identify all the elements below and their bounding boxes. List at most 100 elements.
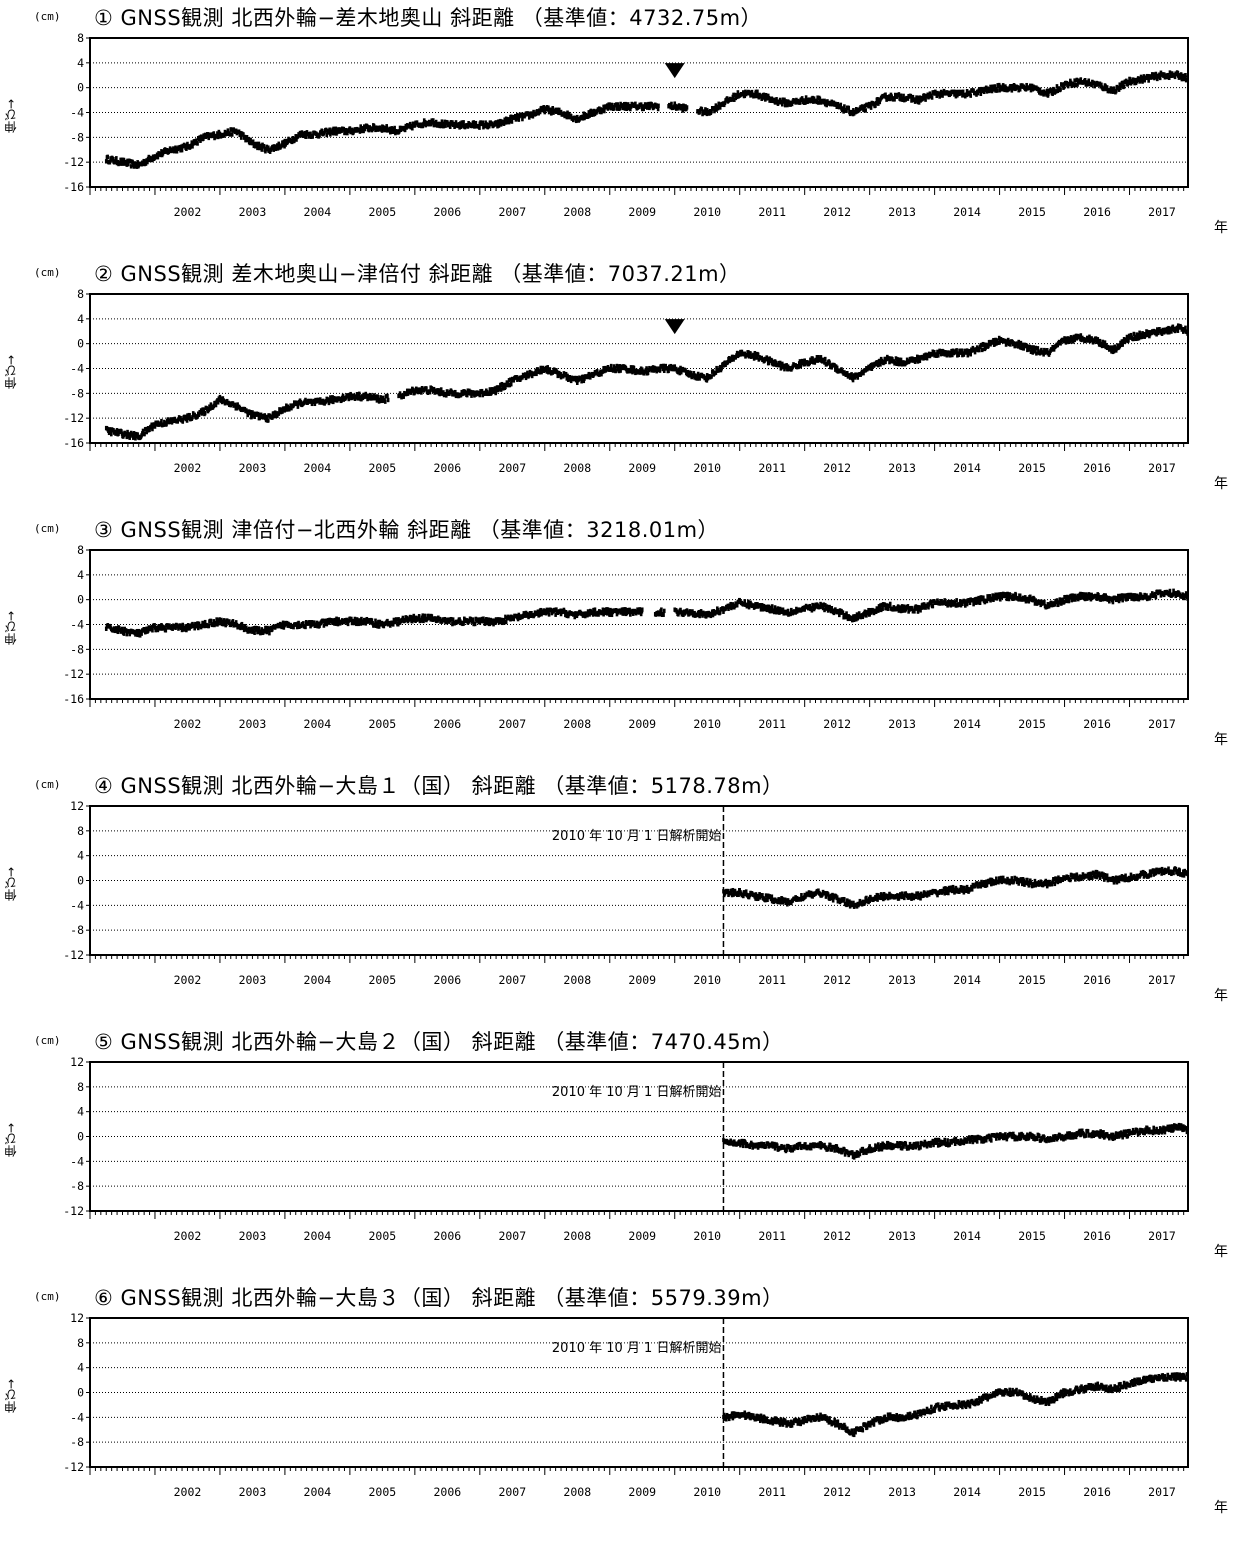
y-tick-label: 4 — [77, 56, 84, 70]
y-tick-label: -16 — [63, 436, 84, 450]
y-tick-label: 4 — [77, 568, 84, 582]
data-point — [181, 148, 184, 152]
x-tick-label: 2002 — [174, 717, 202, 731]
y-tick-label: -8 — [70, 642, 84, 656]
data-point — [889, 602, 892, 606]
y-tick-label: 8 — [77, 287, 84, 301]
y-tick-label: 8 — [77, 31, 84, 45]
y-tick-label: -4 — [70, 618, 84, 632]
data-point — [548, 612, 551, 616]
data-point — [478, 125, 481, 129]
data-point — [511, 119, 514, 123]
event-marker — [665, 319, 685, 334]
x-tick-label: 2011 — [758, 461, 786, 475]
x-tick-label: 2016 — [1083, 461, 1111, 475]
x-tick-label: 2002 — [174, 461, 202, 475]
x-tick-label: 2008 — [563, 717, 591, 731]
data-point — [196, 141, 199, 145]
data-point — [955, 598, 958, 602]
x-tick-label: 2003 — [239, 717, 267, 731]
x-tick-label: 2006 — [433, 717, 461, 731]
data-point — [1184, 326, 1187, 330]
x-tick-label: 2009 — [628, 205, 656, 219]
x-tick-label: 2011 — [758, 205, 786, 219]
x-tick-label: 2003 — [239, 461, 267, 475]
chart-panel: ① GNSS観測 北西外輪−差木地奥山 斜距離 （基準値：4732.75m）(c… — [0, 6, 1243, 262]
data-point — [207, 624, 210, 628]
x-tick-label: 2009 — [628, 717, 656, 731]
x-tick-label: 2004 — [304, 205, 332, 219]
data-point — [231, 132, 234, 136]
x-tick-label: 2006 — [433, 461, 461, 475]
y-tick-label: 0 — [77, 337, 84, 351]
x-tick-label: 2015 — [1018, 461, 1046, 475]
data-point — [657, 104, 660, 108]
y-tick-label: -16 — [63, 692, 84, 706]
data-point — [981, 348, 984, 352]
x-tick-label: 2013 — [888, 205, 916, 219]
x-tick-label: 2012 — [823, 461, 851, 475]
data-point — [384, 399, 387, 403]
x-tick-label: 2012 — [823, 717, 851, 731]
y-tick-label: 8 — [77, 543, 84, 557]
y-tick-label: -12 — [63, 667, 84, 681]
x-tick-label: 2004 — [304, 461, 332, 475]
data-point — [824, 357, 827, 361]
y-tick-label: -4 — [70, 362, 84, 376]
data-point — [870, 105, 873, 109]
x-tick-label: 2007 — [498, 461, 526, 475]
y-tick-label: -12 — [63, 411, 84, 425]
y-tick-label: 4 — [77, 312, 84, 326]
data-point — [969, 93, 972, 97]
x-tick-label: 2004 — [304, 717, 332, 731]
x-tick-label: 2016 — [1083, 205, 1111, 219]
data-point — [660, 607, 663, 611]
x-tick-label: 2017 — [1148, 205, 1176, 219]
data-point — [663, 609, 666, 613]
x-tick-label: 2002 — [174, 205, 202, 219]
x-tick-label: 2007 — [498, 205, 526, 219]
data-point — [106, 155, 109, 159]
data-series — [105, 323, 1189, 440]
data-point — [181, 419, 184, 423]
data-point — [659, 368, 662, 372]
chart-panel: ② GNSS観測 差木地奥山−津倍付 斜距離 （基準値：7037.21m）(cm… — [0, 262, 1243, 518]
chart-stack: ① GNSS観測 北西外輪−差木地奥山 斜距離 （基準値：4732.75m）(c… — [0, 0, 1243, 1510]
x-tick-label: 2003 — [239, 205, 267, 219]
y-tick-label: -8 — [70, 130, 84, 144]
data-point — [110, 432, 113, 436]
x-tick-label: 2010 — [693, 205, 721, 219]
data-point — [115, 156, 118, 160]
x-tick-label: 2007 — [498, 717, 526, 731]
x-tick-label: 2009 — [628, 461, 656, 475]
data-point — [429, 390, 432, 394]
x-tick-label: 2010 — [693, 461, 721, 475]
y-tick-label: -8 — [70, 386, 84, 400]
data-point — [996, 88, 999, 92]
x-tick-label: 2013 — [888, 717, 916, 731]
x-tick-label: 2012 — [823, 205, 851, 219]
x-tick-label: 2015 — [1018, 717, 1046, 731]
y-tick-label: 0 — [77, 81, 84, 95]
data-point — [594, 607, 597, 611]
x-tick-label: 2014 — [953, 717, 981, 731]
data-point — [510, 382, 513, 386]
event-marker — [665, 63, 685, 78]
x-tick-label: 2011 — [758, 717, 786, 731]
data-point — [847, 106, 850, 110]
data-point — [686, 105, 689, 109]
data-series — [105, 589, 1189, 638]
x-tick-label: 2008 — [563, 461, 591, 475]
data-point — [387, 398, 390, 402]
x-tick-label: 2014 — [953, 205, 981, 219]
data-point — [1037, 346, 1040, 350]
data-point — [151, 628, 154, 632]
data-point — [771, 604, 774, 608]
x-tick-label: 2014 — [953, 461, 981, 475]
data-point — [386, 394, 389, 398]
data-series — [105, 70, 1189, 169]
data-point — [662, 613, 665, 617]
